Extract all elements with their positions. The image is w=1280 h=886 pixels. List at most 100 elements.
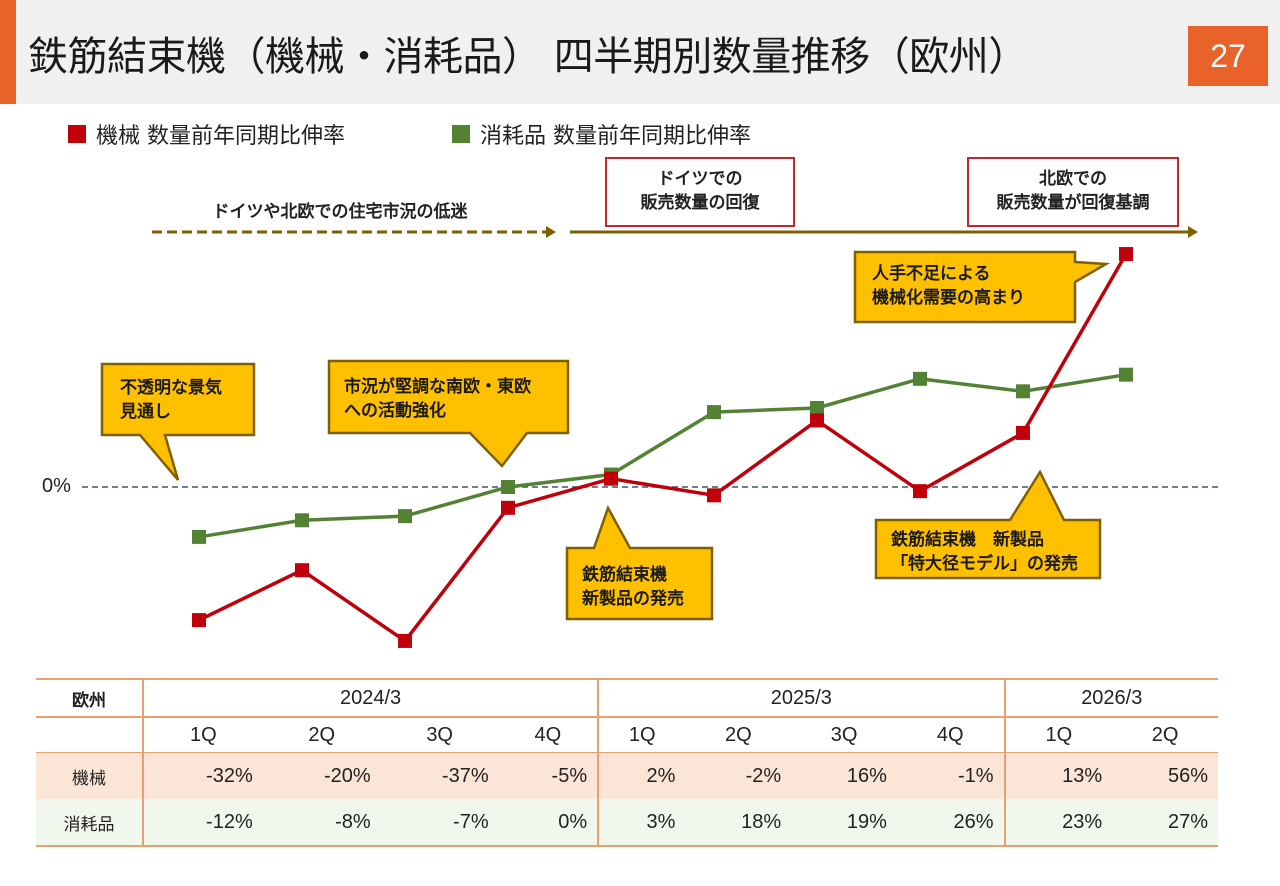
table-quarter: 3Q	[380, 717, 499, 753]
table-cell: 13%	[1004, 752, 1113, 799]
machine-data-point	[501, 500, 515, 515]
machine-data-point	[295, 563, 309, 578]
table-cell: -7%	[380, 799, 499, 847]
table-cell: -37%	[380, 752, 499, 799]
table-quarter: 4Q	[896, 717, 1006, 753]
table-cell: -32%	[143, 752, 263, 799]
launch2-text: 鉄筋結束機 新製品 「特大径モデル」の発売	[891, 528, 1078, 576]
table-quarter: 1Q	[1004, 717, 1113, 753]
consumable-data-point	[192, 529, 206, 544]
table-cell: -2%	[685, 752, 792, 799]
consumable-series-line	[198, 372, 1127, 539]
table-corner	[36, 717, 144, 753]
recovery-de-box: ドイツでの 販売数量の回復	[605, 157, 795, 227]
series-layer	[192, 247, 1133, 648]
launch2-line1: 鉄筋結束機 新製品	[891, 530, 1044, 550]
table-cell: 2%	[598, 752, 686, 799]
legend-consumable-swatch	[452, 125, 470, 143]
slump-arrow-head	[546, 226, 556, 238]
table-year: 2026/3	[1004, 678, 1218, 718]
consumable-data-point	[707, 405, 721, 420]
table-cell: 3%	[598, 799, 686, 847]
recovery-de-line2: 販売数量の回復	[640, 193, 760, 213]
table-quarter: 1Q	[598, 717, 686, 753]
callout-launch2	[874, 469, 1102, 580]
machine-series-line	[198, 253, 1128, 644]
machine-data-point	[707, 488, 721, 503]
page-title: 鉄筋結束機（機械・消耗品） 四半期別数量推移（欧州）	[28, 34, 1028, 80]
table-quarter: 4Q	[498, 717, 600, 753]
table-row-machine: 機械 -32% -20% -37% -5% 2% -2% 16% -1% 13%…	[36, 752, 1218, 799]
table-row-consumable: 消耗品 -12% -8% -7% 0% 3% 18% 19% 26% 23% 2…	[36, 799, 1218, 847]
table-row-label: 消耗品	[36, 799, 144, 847]
data-table: 欧州 2024/3 2025/3 2026/3 1Q 2Q 3Q 4Q 1Q 2…	[36, 678, 1218, 847]
recovery-arrow-head	[1188, 226, 1198, 238]
legend-consumable: 消耗品 数量前年同期比伸率	[452, 118, 751, 150]
legend-consumable-label: 消耗品 数量前年同期比伸率	[480, 124, 751, 149]
labor-text: 人手不足による 機械化需要の高まり	[872, 262, 1025, 310]
table-year: 2024/3	[143, 678, 600, 718]
table-cell: 16%	[791, 752, 897, 799]
callout-launch1	[565, 504, 714, 621]
outlook-text: 不透明な景気 見通し	[120, 376, 222, 424]
consumable-data-point	[295, 513, 309, 528]
launch1-line2: 新製品の発売	[582, 589, 684, 609]
recovery-nordic-line2: 販売数量が回復基調	[996, 193, 1150, 213]
page-number: 27	[1188, 26, 1268, 86]
south-east-text: 市況が堅調な南欧・東欧 への活動強化	[344, 375, 531, 423]
consumable-data-point	[1016, 384, 1030, 399]
header: 鉄筋結束機（機械・消耗品） 四半期別数量推移（欧州）	[0, 0, 1280, 104]
consumable-data-point	[501, 480, 515, 494]
line-chart	[82, 226, 1218, 648]
legend-machine-label: 機械 数量前年同期比伸率	[96, 124, 345, 149]
machine-data-point	[1016, 425, 1030, 440]
header-accent-bar	[0, 0, 16, 104]
table-cell: -20%	[262, 752, 381, 799]
consumable-data-point	[810, 400, 824, 415]
table-year-row: 欧州 2024/3 2025/3 2026/3	[36, 678, 1218, 718]
south-east-line2: への活動強化	[344, 401, 446, 421]
table-cell: 19%	[791, 799, 897, 847]
table-cell: -8%	[262, 799, 381, 847]
outlook-line2: 見通し	[120, 402, 171, 422]
launch2-line2: 「特大径モデル」の発売	[891, 554, 1078, 574]
table-cell: 56%	[1112, 752, 1218, 799]
machine-data-point	[192, 613, 206, 628]
machine-data-point	[913, 484, 927, 499]
callout-outlook	[100, 362, 256, 481]
launch1-line1: 鉄筋結束機	[582, 565, 667, 585]
consumable-data-point	[1119, 367, 1133, 382]
recovery-nordic-box: 北欧での 販売数量が回復基調	[967, 157, 1179, 227]
table-cell: 18%	[685, 799, 792, 847]
outlook-line1: 不透明な景気	[120, 378, 222, 398]
consumable-data-point	[913, 371, 927, 386]
machine-data-point	[398, 633, 412, 648]
table-year: 2025/3	[598, 678, 1006, 718]
consumable-data-point	[398, 509, 412, 524]
machine-data-point	[1119, 247, 1133, 262]
table-cell: -12%	[143, 799, 263, 847]
table-row-label: 機械	[36, 752, 144, 799]
labor-line2: 機械化需要の高まり	[872, 288, 1025, 308]
table-cell: 0%	[498, 799, 600, 847]
slump-label: ドイツや北欧での住宅市況の低迷	[212, 202, 468, 222]
machine-data-point	[810, 413, 824, 428]
south-east-line1: 市況が堅調な南欧・東欧	[344, 377, 531, 397]
launch1-text: 鉄筋結束機 新製品の発売	[582, 563, 684, 611]
recovery-nordic-line1: 北欧での	[1039, 169, 1107, 189]
labor-line1: 人手不足による	[872, 264, 991, 284]
table-cell: 27%	[1112, 799, 1218, 847]
table-quarter: 2Q	[685, 717, 792, 753]
table-quarter: 2Q	[1112, 717, 1218, 753]
recovery-de-line1: ドイツでの	[657, 169, 743, 189]
table-quarter: 2Q	[262, 717, 381, 753]
callout-labor	[853, 250, 1111, 324]
table-quarter: 3Q	[791, 717, 897, 753]
callout-south-east	[327, 359, 570, 468]
machine-data-point	[604, 471, 618, 486]
table-cell: -1%	[896, 752, 1006, 799]
zero-axis-label: 0%	[42, 475, 71, 497]
table-quarter-row: 1Q 2Q 3Q 4Q 1Q 2Q 3Q 4Q 1Q 2Q	[36, 717, 1218, 753]
legend-machine: 機械 数量前年同期比伸率	[68, 118, 345, 150]
legend-machine-swatch	[68, 125, 86, 143]
